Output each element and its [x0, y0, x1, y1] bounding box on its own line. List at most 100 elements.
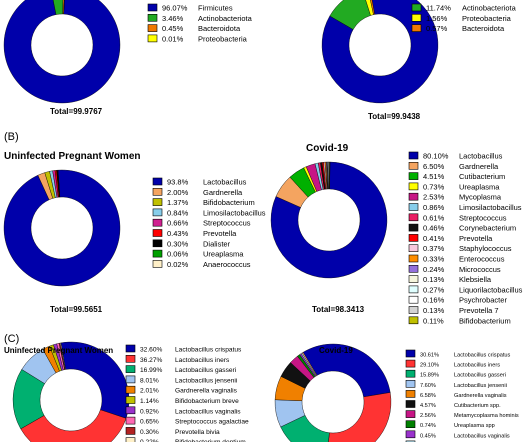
legend-swatch	[147, 24, 158, 32]
chart-title: Covid-19	[306, 143, 349, 154]
legend-swatch	[405, 390, 416, 398]
legend-percent: 1.14%	[140, 398, 159, 405]
legend-swatch	[408, 203, 419, 211]
legend-percent: 0.13%	[423, 275, 445, 284]
legend-label: Actinobacteriota	[198, 14, 253, 23]
legend-label: Lactobacillus crispatus	[175, 347, 242, 354]
legend-percent: 0.33%	[423, 255, 445, 264]
legend-swatch	[408, 306, 419, 314]
legend-percent: 2.53%	[423, 193, 445, 202]
donut-slice	[270, 161, 388, 279]
legend-label: Limosilactobacillus	[459, 203, 522, 212]
legend-label: Gardnerella vaginalis	[454, 393, 507, 399]
legend-label: Staphylococcus	[459, 244, 512, 253]
legend-swatch	[408, 244, 419, 252]
chart-title: Uninfected Pregnant Women	[4, 346, 113, 355]
legend-swatch	[408, 223, 419, 232]
legend-percent: 0.57%	[426, 24, 448, 33]
legend-percent: 0.45%	[420, 433, 436, 439]
legend-swatch	[152, 208, 163, 217]
chart-title: Covid-19	[319, 346, 353, 355]
legend-percent: 1.37%	[167, 198, 189, 207]
donut-slice	[3, 169, 121, 287]
legend-swatch	[152, 239, 163, 248]
donut-chart-6: Covid-19 30.61% Lactobacillus crispatus 29.…	[274, 343, 519, 442]
legend-percent: 0.37%	[423, 244, 445, 253]
charts-layer: Total=99.9767 96.07% Firmicutes 3.46% Actino…	[3, 0, 523, 442]
legend-label: Lactobacillus iners	[175, 357, 230, 364]
donut-slice	[59, 342, 66, 370]
legend-label: Cutibacterium	[459, 172, 505, 181]
legend-label: Metamycoplasma hominis	[454, 413, 519, 419]
legend-percent: 0.11%	[423, 316, 444, 325]
legend-swatch	[152, 249, 163, 258]
legend-label: Lactobacillus	[459, 152, 503, 161]
total-label: Total=99.5651	[50, 305, 103, 314]
legend-label: Klebsiella	[459, 275, 492, 284]
legend-swatch	[147, 34, 158, 43]
legend-percent: 4.57%	[420, 403, 436, 409]
total-label: Total=98.3413	[312, 305, 365, 314]
legend-label: Cutibacterium spp.	[454, 403, 501, 409]
donut-slice	[328, 392, 392, 442]
donut-slice	[329, 0, 371, 30]
legend-swatch	[408, 316, 419, 325]
legend-swatch	[152, 177, 163, 186]
donut-chart-5: Uninfected Pregnant Women 32.60% Lactobaci…	[4, 341, 249, 442]
legend-swatch	[408, 264, 419, 273]
legend-label: Bifidobacterium breve	[175, 398, 239, 405]
legend-swatch	[152, 260, 163, 268]
legend-percent: 0.13%	[423, 306, 445, 315]
legend-label: Anaerococcus	[203, 260, 251, 269]
legend-label: Ureaplasma	[459, 182, 500, 191]
legend-swatch	[408, 182, 419, 191]
legend-label: Proteobacteria	[462, 14, 512, 23]
legend-percent: 3.46%	[162, 14, 184, 23]
legend-swatch	[125, 365, 136, 373]
legend-swatch	[408, 254, 419, 263]
legend-label: Lactobacillus gasseri	[454, 373, 506, 379]
donut-slice	[321, 0, 439, 104]
donut-chart-4: Covid-19 Total=98.3413 80.10% Lactobacillus…	[270, 143, 523, 325]
legend-swatch	[152, 198, 163, 206]
chart-title: Uninfected Pregnant Women	[4, 151, 141, 162]
legend-percent: 0.46%	[423, 224, 445, 233]
legend-percent: 36.27%	[140, 357, 163, 364]
legend-label: Lactobacillus vaginalis	[454, 433, 510, 439]
legend-label: Enterococcus	[459, 255, 505, 264]
legend-swatch	[408, 213, 419, 222]
legend-swatch	[411, 24, 422, 32]
panel-label-b: (B)	[4, 131, 19, 143]
legend-label: Prevotella 7	[459, 306, 499, 315]
legend-percent: 32.60%	[140, 347, 163, 354]
legend-swatch	[125, 354, 136, 363]
legend-swatch	[408, 295, 419, 304]
legend-label: Dialister	[203, 239, 231, 248]
legend-percent: 16.99%	[140, 367, 163, 374]
legend-label: Streptococcus	[203, 219, 251, 228]
legend-label: Lactobacillus crispatus	[454, 353, 510, 359]
donut-slice	[3, 0, 121, 104]
legend-percent: 0.02%	[167, 260, 189, 269]
donut-slice	[60, 341, 130, 419]
legend-swatch	[411, 3, 422, 12]
legend-swatch	[405, 349, 416, 358]
legend-label: Bacteroidota	[462, 24, 505, 33]
legend-swatch	[125, 385, 136, 394]
legend-swatch	[405, 369, 416, 378]
donut-chart-2: Total=99.9438 11.74% Actinobacteriota 1.56%…	[321, 0, 517, 121]
legend-label: Micrococcus	[459, 265, 501, 274]
legend-swatch	[125, 344, 136, 353]
legend-percent: 8.01%	[140, 377, 159, 384]
legend-percent: 11.74%	[426, 4, 451, 13]
total-label: Total=99.9767	[50, 107, 103, 116]
legend-label: Mycoplasma	[459, 193, 502, 202]
legend-percent: 15.89%	[420, 373, 439, 379]
donut-slice	[329, 161, 331, 190]
legend-percent: 7.60%	[420, 383, 436, 389]
donut-slice	[20, 409, 127, 442]
legend-percent: 0.30%	[167, 239, 189, 248]
legend-label: Gardnerella	[203, 188, 243, 197]
legend-swatch	[147, 14, 158, 22]
